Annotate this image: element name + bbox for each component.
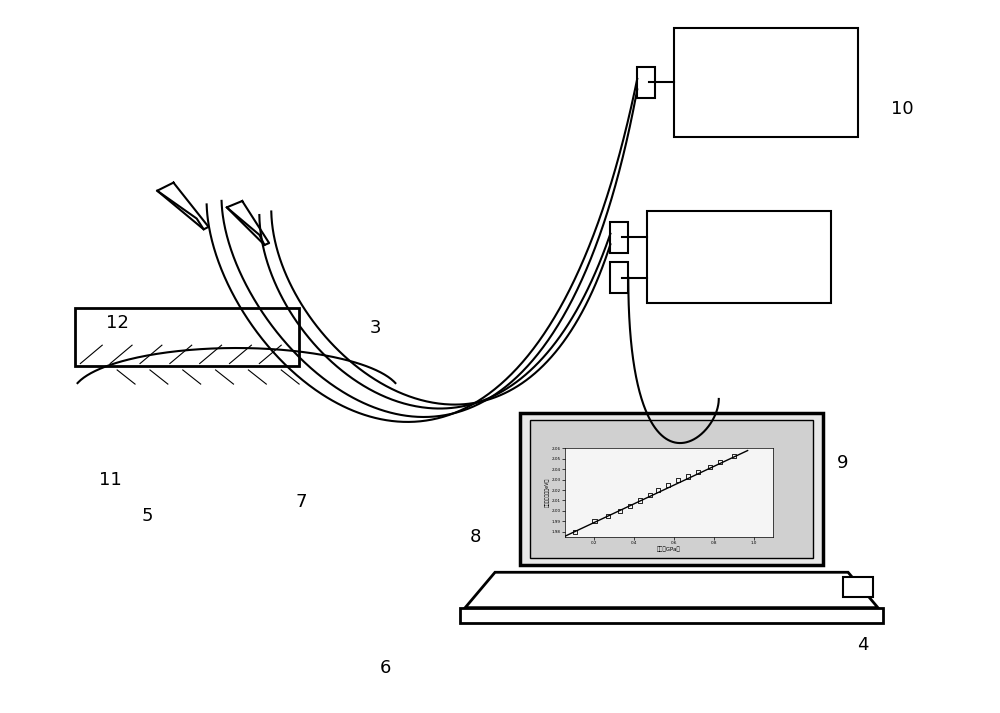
Text: 5: 5 [141, 507, 153, 525]
FancyBboxPatch shape [460, 607, 883, 623]
FancyBboxPatch shape [674, 28, 858, 137]
Text: 3: 3 [370, 319, 381, 337]
FancyBboxPatch shape [610, 262, 628, 293]
FancyBboxPatch shape [520, 413, 823, 565]
FancyBboxPatch shape [637, 67, 655, 98]
Text: 12: 12 [106, 314, 129, 332]
Text: 6: 6 [380, 659, 391, 677]
Text: 4: 4 [857, 636, 869, 654]
FancyBboxPatch shape [647, 212, 831, 304]
FancyBboxPatch shape [530, 420, 813, 558]
Text: 8: 8 [469, 528, 481, 546]
FancyBboxPatch shape [610, 222, 628, 253]
Text: 11: 11 [99, 471, 122, 489]
FancyBboxPatch shape [843, 578, 873, 597]
Text: 7: 7 [295, 493, 307, 511]
Text: 10: 10 [891, 100, 914, 118]
FancyBboxPatch shape [75, 309, 299, 366]
Text: 9: 9 [837, 453, 849, 471]
